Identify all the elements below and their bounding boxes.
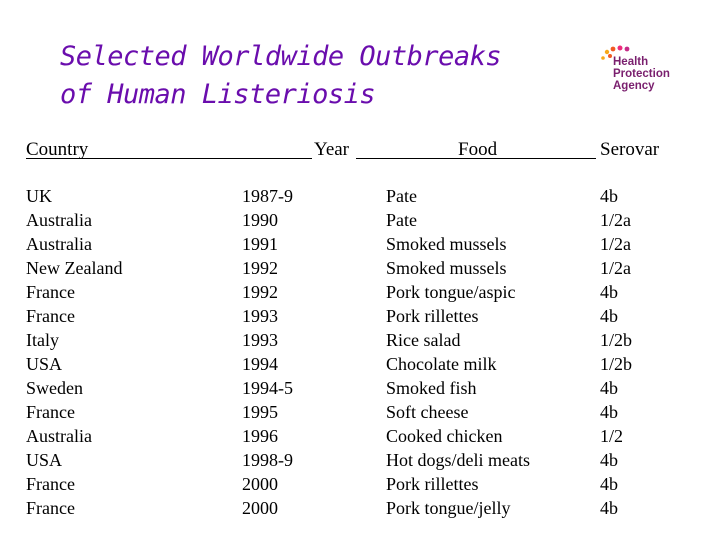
table-cell: 1993 (242, 306, 278, 326)
table-cell: 1/2a (600, 234, 631, 254)
table-cell: 1993 (242, 330, 278, 350)
table-cell: 1/2b (600, 354, 633, 374)
health-protection-agency-logo: Health Protection Agency (601, 45, 670, 92)
table-cell: Pork tongue/aspic (386, 282, 516, 302)
logo-line-2: Protection (613, 68, 670, 80)
header-underline-country (26, 158, 312, 159)
table-cell: France (26, 282, 75, 302)
header-serovar: Serovar (600, 139, 660, 160)
table-cell: 1994-5 (242, 378, 293, 398)
table-cell: Smoked mussels (386, 258, 507, 278)
table-cell: 2000 (242, 498, 278, 518)
table-cell: Sweden (26, 378, 83, 398)
slide-title: Selected Worldwide Outbreaks of Human Li… (60, 38, 502, 114)
table-cell: UK (26, 186, 52, 206)
logo-line-3: Agency (613, 80, 655, 92)
header-underline-food (356, 158, 596, 159)
header-country: Country (26, 139, 89, 160)
table-cell: France (26, 402, 75, 422)
food-column: Pate Pate Smoked mussels Smoked mussels Pork… (386, 184, 530, 520)
table-cell: 4b (600, 498, 618, 518)
table-cell: 1998-9 (242, 450, 293, 470)
table-cell: Pork rillettes (386, 306, 479, 326)
table-cell: 1987-9 (242, 186, 293, 206)
table-cell: France (26, 498, 75, 518)
table-cell: Hot dogs/deli meats (386, 450, 530, 470)
table-cell: Australia (26, 426, 92, 446)
table-cell: 2000 (242, 474, 278, 494)
table-cell: 1994 (242, 354, 278, 374)
table-cell: Pate (386, 186, 417, 206)
table-cell: 4b (600, 402, 618, 422)
logo-line-1: Health (613, 56, 648, 68)
table-cell: 1/2 (600, 426, 624, 446)
table-cell: Pork rillettes (386, 474, 479, 494)
table-cell: 4b (600, 450, 618, 470)
table-cell: Cooked chicken (386, 426, 503, 446)
table-cell: 1992 (242, 258, 278, 278)
table-cell: 4b (600, 378, 618, 398)
table-cell: Chocolate milk (386, 354, 497, 374)
table-cell: 1/2b (600, 330, 633, 350)
slide-title-line-1: Selected Worldwide Outbreaks (60, 41, 502, 72)
table-cell: 4b (600, 306, 618, 326)
table-cell: 1990 (242, 210, 278, 230)
table-cell: 4b (600, 186, 618, 206)
table-cell: Australia (26, 210, 92, 230)
header-food: Food (458, 139, 498, 160)
table-cell: 4b (600, 474, 618, 494)
table-cell: 1995 (242, 402, 278, 422)
table-cell: USA (26, 450, 63, 470)
header-year: Year (314, 139, 350, 160)
table-cell: 4b (600, 282, 618, 302)
logo-dots (601, 45, 630, 60)
table-cell: 1996 (242, 426, 278, 446)
country-column: UK Australia Australia New Zealand France Fra… (26, 184, 122, 520)
table-cell: Italy (26, 330, 59, 350)
table-cell: Pate (386, 210, 417, 230)
table-cell: Pork tongue/jelly (386, 498, 511, 518)
table-cell: Smoked fish (386, 378, 477, 398)
table-cell: Australia (26, 234, 92, 254)
table-cell: France (26, 474, 75, 494)
serovar-column: 4b 1/2a 1/2a 1/2a 4b 4b 1/2b 1/2b 4b 4b 1/2 4b 4b 4b (600, 184, 632, 520)
table-cell: 1/2a (600, 210, 631, 230)
table-cell: Smoked mussels (386, 234, 507, 254)
table-cell: New Zealand (26, 258, 123, 278)
table-cell: Rice salad (386, 330, 461, 350)
year-column: 1987-9 1990 1991 1992 1992 1993 1993 1994 1994-5… (242, 184, 293, 520)
table-cell: 1/2a (600, 258, 631, 278)
table-cell: 1991 (242, 234, 278, 254)
slide-title-line-2: of Human Listeriosis (60, 79, 376, 110)
table-cell: USA (26, 354, 63, 374)
table-cell: 1992 (242, 282, 278, 302)
table-cell: France (26, 306, 75, 326)
table-cell: Soft cheese (386, 402, 469, 422)
